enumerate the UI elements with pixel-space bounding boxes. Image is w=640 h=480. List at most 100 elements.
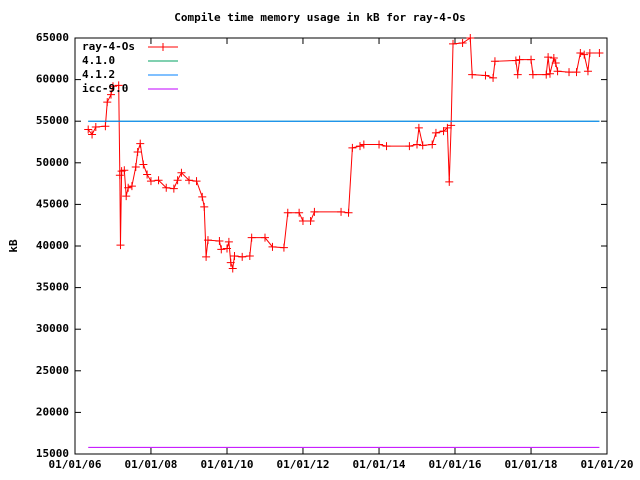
point-marker: [553, 67, 562, 76]
point-marker: [131, 162, 140, 171]
point-marker: [226, 258, 235, 267]
point-marker: [173, 176, 182, 185]
point-marker: [198, 192, 207, 201]
point-marker: [549, 53, 558, 62]
point-marker: [127, 182, 136, 191]
point-marker: [344, 208, 353, 217]
y-tick-label: 20000: [36, 405, 69, 418]
point-marker: [260, 233, 269, 242]
point-marker: [122, 192, 131, 201]
point-marker: [247, 233, 256, 242]
point-marker: [230, 251, 239, 260]
point-marker: [431, 128, 440, 137]
point-marker: [355, 142, 364, 151]
point-marker: [298, 217, 307, 226]
point-marker: [107, 90, 116, 99]
point-marker: [445, 177, 454, 186]
point-marker: [223, 244, 232, 253]
point-marker: [136, 139, 145, 148]
point-marker: [217, 245, 226, 254]
point-marker: [382, 142, 391, 151]
point-marker: [458, 38, 467, 47]
x-tick-label: 01/01/12: [276, 458, 329, 471]
y-tick-label: 65000: [36, 31, 69, 44]
x-tick-label: 01/01/06: [49, 458, 102, 471]
point-marker: [279, 243, 288, 252]
point-marker: [162, 183, 171, 192]
point-marker: [177, 168, 186, 177]
point-marker: [91, 123, 100, 132]
point-marker: [585, 48, 594, 57]
point-marker: [490, 57, 499, 66]
legend-label: ray-4-Os: [82, 40, 135, 53]
point-marker: [310, 207, 319, 216]
point-marker: [576, 48, 585, 57]
y-tick-label: 50000: [36, 156, 69, 169]
point-marker: [228, 264, 237, 273]
x-tick-label: 01/01/20: [581, 458, 634, 471]
point-marker: [528, 70, 537, 79]
point-marker: [595, 48, 604, 57]
point-marker: [466, 34, 475, 42]
point-marker: [513, 70, 522, 79]
point-marker: [146, 177, 155, 186]
point-marker: [428, 140, 437, 149]
point-marker: [120, 166, 129, 175]
point-marker: [580, 50, 589, 59]
point-marker: [185, 176, 194, 185]
series-line: [87, 37, 600, 269]
legend-label: icc-9.0: [82, 82, 128, 95]
legend-label: 4.1.0: [82, 54, 115, 67]
point-marker: [481, 71, 490, 80]
point-marker: [101, 122, 110, 131]
x-tick-label: 01/01/10: [201, 458, 254, 471]
point-marker: [245, 251, 254, 260]
x-tick-label: 01/01/14: [353, 458, 406, 471]
y-tick-label: 25000: [36, 364, 69, 377]
point-marker: [447, 121, 456, 130]
plot-frame: [74, 37, 608, 455]
point-marker: [169, 184, 178, 193]
point-marker: [551, 58, 560, 67]
x-tick-label: 01/01/08: [124, 458, 177, 471]
legend-marker: [159, 43, 167, 51]
y-tick-label: 55000: [36, 114, 69, 127]
point-marker: [224, 237, 233, 246]
chart-title: Compile time memory usage in kB for ray-…: [174, 11, 465, 24]
point-marker: [295, 208, 304, 217]
y-tick-label: 40000: [36, 239, 69, 252]
point-marker: [84, 125, 93, 134]
y-tick-label: 45000: [36, 197, 69, 210]
legend-label: 4.1.2: [82, 68, 115, 81]
point-marker: [583, 67, 592, 76]
x-tick-label: 01/01/16: [428, 458, 481, 471]
point-marker: [238, 252, 247, 261]
point-marker: [572, 68, 581, 77]
point-marker: [306, 217, 315, 226]
point-marker: [203, 236, 212, 245]
point-marker: [143, 170, 152, 179]
point-marker: [515, 55, 524, 64]
point-marker: [449, 39, 458, 48]
point-marker: [527, 55, 536, 64]
point-marker: [139, 160, 148, 169]
point-marker: [565, 68, 574, 77]
point-marker: [115, 171, 124, 180]
point-marker: [468, 70, 477, 79]
y-tick-label: 15000: [36, 447, 69, 460]
point-marker: [511, 56, 520, 65]
point-marker: [114, 81, 123, 90]
point-marker: [375, 140, 384, 149]
point-marker: [103, 98, 112, 107]
point-marker: [544, 53, 553, 62]
point-marker: [215, 237, 224, 246]
point-marker: [154, 176, 163, 185]
point-marker: [359, 140, 368, 149]
point-marker: [124, 183, 133, 192]
point-marker: [405, 142, 414, 151]
point-marker: [200, 202, 209, 211]
y-axis-label: kB: [7, 239, 20, 253]
point-marker: [337, 207, 346, 216]
point-marker: [413, 140, 422, 149]
